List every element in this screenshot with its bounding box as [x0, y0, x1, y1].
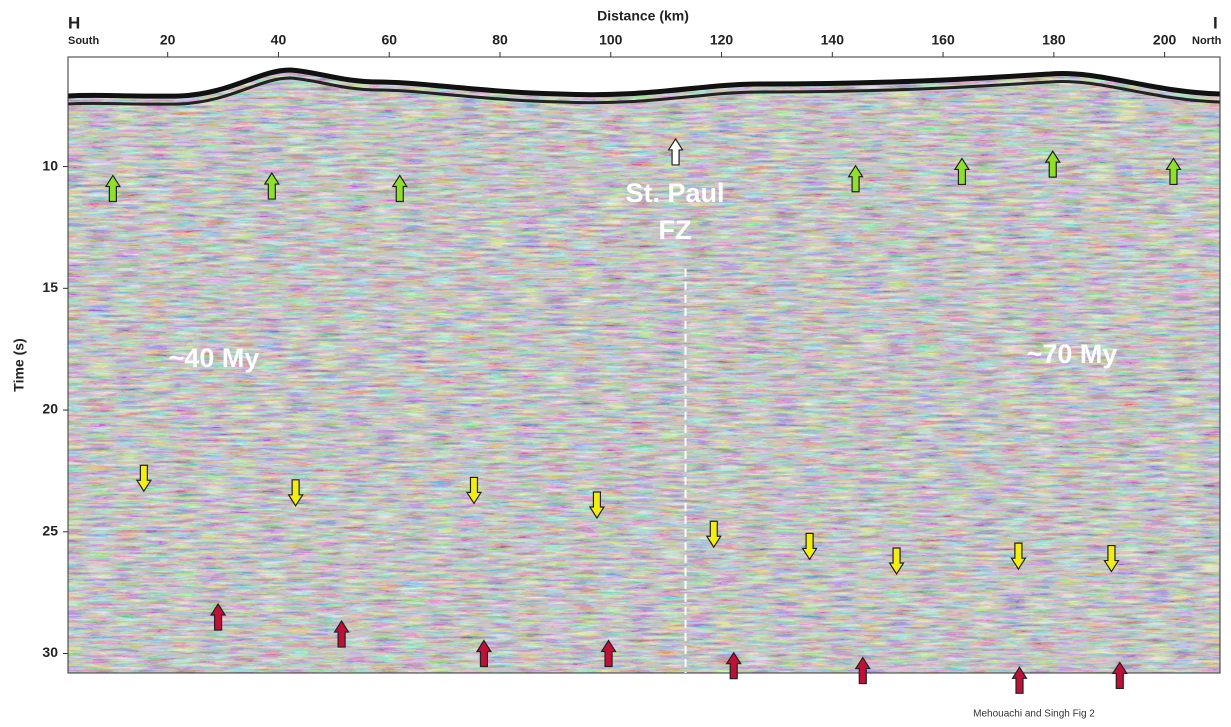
horizon-arrow: [1011, 666, 1028, 694]
horizon-arrow: [705, 520, 722, 549]
x-tick-label: 40: [271, 32, 287, 48]
horizon-arrow: [588, 491, 606, 520]
horizon-arrow: [1103, 544, 1120, 573]
horizon-arrow: [391, 174, 408, 203]
horizon-arrow: [475, 639, 493, 668]
y-tick-label: 10: [42, 157, 58, 173]
water-column: [68, 57, 1220, 95]
horizon-arrow: [725, 651, 742, 680]
age-label: ~40 My: [169, 343, 260, 373]
y-tick-label: 15: [42, 279, 58, 295]
horizon-arrow: [287, 479, 304, 507]
x-tick-label: 160: [931, 32, 955, 48]
y-tick-label: 25: [42, 522, 58, 538]
end-letter: H: [68, 13, 80, 32]
x-axis-label: Distance (km): [597, 8, 689, 24]
horizon-arrow: [135, 464, 152, 493]
x-tick-label: 200: [1153, 32, 1177, 48]
end-direction: South: [68, 35, 99, 47]
fz-label: FZ: [659, 215, 692, 245]
horizon-arrow: [1044, 150, 1061, 178]
y-tick-label: 20: [42, 401, 58, 417]
horizon-arrow: [847, 164, 864, 193]
seismic-texture: [68, 57, 1220, 673]
horizon-arrow: [953, 157, 971, 186]
horizon-arrow: [209, 602, 227, 631]
horizon-arrow: [104, 174, 121, 203]
horizon-arrow: [801, 532, 818, 561]
horizon-arrow: [854, 656, 871, 685]
x-tick-label: 140: [821, 32, 845, 48]
fz-label: St. Paul: [625, 178, 724, 208]
end-letter: I: [1213, 13, 1218, 32]
horizon-arrow: [333, 619, 350, 648]
x-tick-label: 60: [381, 32, 397, 48]
horizon-arrow: [263, 171, 280, 200]
x-tick-label: 120: [710, 32, 734, 48]
x-tick-label: 180: [1042, 32, 1066, 48]
plot-frame: [67, 56, 1221, 674]
credit: Mehouachi and Singh Fig 2: [973, 709, 1095, 720]
end-direction: North: [1192, 35, 1222, 47]
horizon-arrow: [465, 476, 483, 505]
horizon-arrow: [1010, 542, 1027, 571]
horizon-arrow: [1111, 661, 1128, 690]
y-axis-label: Time (s): [11, 338, 27, 391]
seafloor-reflection: [68, 76, 1220, 106]
age-label: ~70 My: [1027, 339, 1118, 369]
horizon-arrow: [888, 547, 905, 576]
seafloor: [68, 67, 1220, 99]
horizon-arrow: [667, 137, 684, 166]
x-tick-label: 20: [160, 32, 176, 48]
seismic-image: [68, 57, 1220, 673]
horizon-arrow: [1165, 157, 1182, 186]
horizon-arrow: [600, 639, 617, 668]
x-tick-label: 80: [492, 32, 508, 48]
y-tick-label: 30: [42, 644, 58, 660]
x-tick-label: 100: [599, 32, 623, 48]
